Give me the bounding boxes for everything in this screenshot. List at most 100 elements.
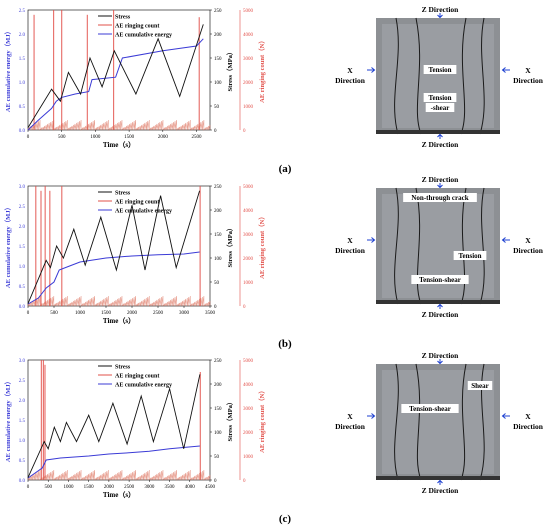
x-tick-label: 1000 bbox=[90, 135, 101, 140]
arrow-right-icon bbox=[367, 413, 376, 419]
y-left-axis-label: AE cumulative energy（MJ） bbox=[4, 28, 12, 112]
y-left-tick-label: 1.0 bbox=[19, 81, 26, 86]
x-tick-label: 1000 bbox=[75, 311, 86, 316]
x-tick-label: 4000 bbox=[185, 485, 196, 490]
y-left-tick-label: 3.0 bbox=[19, 359, 26, 364]
caption-c: (c) bbox=[278, 513, 292, 525]
y-count-tick-label: 3000 bbox=[243, 57, 254, 62]
failure-label-box bbox=[423, 65, 457, 74]
y-count-tick-label: 4000 bbox=[243, 33, 254, 38]
z-direction-top-label: Z Direction bbox=[422, 175, 460, 184]
stress-series bbox=[27, 24, 204, 128]
y-stress-tick-label: 100 bbox=[214, 257, 222, 262]
arrow-up-icon bbox=[437, 303, 443, 309]
x-tick-label: 4500 bbox=[205, 485, 216, 490]
specimen-base bbox=[376, 130, 500, 134]
y-count-tick-label: 1000 bbox=[243, 105, 254, 110]
y-stress-tick-label: 50 bbox=[214, 455, 220, 460]
legend-entry: AE cumulative energy bbox=[115, 383, 172, 389]
crack-line bbox=[415, 363, 422, 481]
y-count-tick-label: 4000 bbox=[243, 209, 254, 214]
y-count-tick-label: 2000 bbox=[243, 431, 254, 436]
failure-label-box bbox=[403, 193, 477, 202]
y-stress-tick-label: 200 bbox=[214, 33, 222, 38]
y-left-tick-label: 2.0 bbox=[19, 33, 26, 38]
y-stress-tick-label: 100 bbox=[214, 431, 222, 436]
x-tick-label: 2000 bbox=[127, 311, 138, 316]
y-count-tick-label: 5000 bbox=[243, 359, 254, 364]
arrow-left-icon bbox=[501, 237, 510, 243]
y-count-tick-label: 3000 bbox=[243, 407, 254, 412]
failure-label-box bbox=[425, 103, 455, 112]
y-stress-tick-label: 200 bbox=[214, 383, 222, 388]
legend-entry: AE ringing count bbox=[115, 374, 159, 380]
x-tick-label: 3500 bbox=[205, 311, 216, 316]
failure-label-box bbox=[423, 93, 457, 102]
crack-line bbox=[415, 187, 422, 305]
y-count-tick-label: 0 bbox=[243, 479, 246, 484]
x-tick-label: 1500 bbox=[124, 135, 135, 140]
y-stress-tick-label: 0 bbox=[214, 305, 217, 310]
y-count-tick-label: 3000 bbox=[243, 233, 254, 238]
y-stress-tick-label: 100 bbox=[214, 81, 222, 86]
y-count-axis-label: AE ringing count（N） bbox=[258, 213, 266, 279]
y-stress-axis-label: Stress（MPa） bbox=[226, 399, 234, 442]
x-direction-left-label: X bbox=[347, 412, 353, 421]
x-tick-label: 500 bbox=[44, 485, 52, 490]
specimen-base bbox=[376, 300, 500, 304]
y-left-tick-label: 0.5 bbox=[19, 459, 26, 464]
ringing-count-series bbox=[27, 469, 211, 481]
y-left-tick-label: 0.0 bbox=[19, 305, 26, 310]
failure-label: -shear bbox=[431, 104, 450, 112]
y-count-tick-label: 5000 bbox=[243, 185, 254, 190]
caption-b: (b) bbox=[278, 338, 292, 350]
x-axis-label: Time（s） bbox=[103, 317, 135, 325]
arrow-up-icon bbox=[437, 133, 443, 139]
y-count-tick-label: 2000 bbox=[243, 81, 254, 86]
caption-a: (a) bbox=[278, 163, 292, 175]
y-stress-tick-label: 250 bbox=[214, 359, 222, 364]
arrow-down-icon bbox=[437, 13, 443, 19]
crack-line bbox=[479, 187, 485, 305]
x-tick-label: 1000 bbox=[63, 485, 74, 490]
y-stress-tick-label: 150 bbox=[214, 407, 222, 412]
y-stress-axis-label: Stress（MPa） bbox=[226, 225, 234, 268]
failure-label: Non-through crack bbox=[411, 194, 468, 202]
specimen-base bbox=[376, 476, 500, 480]
specimen-surface bbox=[382, 24, 494, 128]
x-tick-label: 2500 bbox=[192, 135, 203, 140]
y-left-tick-label: 2.0 bbox=[19, 399, 26, 404]
ringing-count-series bbox=[27, 295, 211, 307]
ringing-count-series bbox=[27, 119, 211, 131]
x-direction-left-label: X bbox=[347, 66, 353, 75]
x-direction-right-label: X bbox=[525, 66, 531, 75]
x-tick-label: 0 bbox=[27, 485, 30, 490]
y-left-tick-label: 1.5 bbox=[19, 245, 26, 250]
y-left-tick-label: 0.0 bbox=[19, 129, 26, 134]
x-tick-label: 2000 bbox=[104, 485, 115, 490]
z-direction-bottom-label: Z Direction bbox=[422, 140, 460, 149]
y-count-tick-label: 2000 bbox=[243, 257, 254, 262]
y-stress-tick-label: 50 bbox=[214, 281, 220, 286]
y-stress-axis-label: Stress（MPa） bbox=[226, 49, 234, 92]
y-left-tick-label: 3.0 bbox=[19, 185, 26, 190]
arrow-down-icon bbox=[437, 183, 443, 189]
failure-label: Tension bbox=[428, 94, 451, 102]
failure-label: Tension bbox=[458, 252, 481, 260]
z-direction-bottom-label: Z Direction bbox=[422, 486, 460, 495]
legend-entry: AE ringing count bbox=[115, 24, 159, 30]
cumulative-energy-series bbox=[27, 38, 204, 131]
y-left-tick-label: 0.0 bbox=[19, 479, 26, 484]
legend-entry: AE cumulative energy bbox=[115, 33, 172, 39]
z-direction-top-label: Z Direction bbox=[422, 351, 460, 360]
y-stress-tick-label: 250 bbox=[214, 185, 222, 190]
cumulative-energy-series bbox=[27, 251, 200, 305]
failure-label: Tension-shear bbox=[419, 276, 461, 284]
y-left-tick-label: 1.5 bbox=[19, 57, 26, 62]
y-count-axis-label: AE ringing count（N） bbox=[258, 387, 266, 453]
failure-label-box bbox=[401, 404, 459, 413]
stress-series bbox=[27, 190, 201, 304]
y-left-tick-label: 2.0 bbox=[19, 225, 26, 230]
